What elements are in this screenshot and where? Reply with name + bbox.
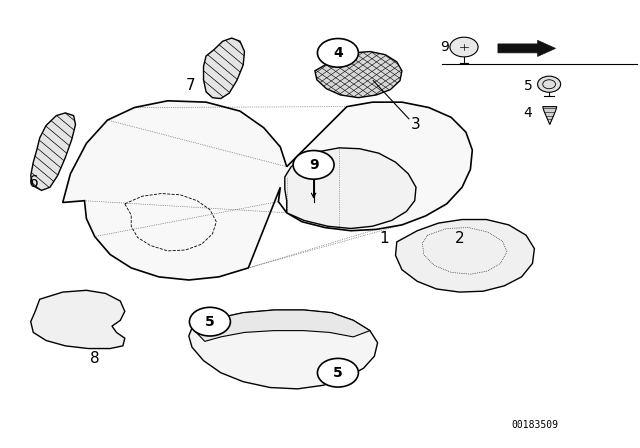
Text: 5: 5 <box>333 366 343 380</box>
Polygon shape <box>63 101 472 280</box>
Text: 00183509: 00183509 <box>511 420 558 430</box>
Polygon shape <box>31 113 76 190</box>
Polygon shape <box>285 148 416 228</box>
Text: 1: 1 <box>379 231 389 246</box>
Text: 9: 9 <box>440 40 449 54</box>
Polygon shape <box>204 38 244 99</box>
Circle shape <box>317 39 358 67</box>
Text: 6: 6 <box>28 175 38 190</box>
Polygon shape <box>498 40 556 56</box>
Text: 5: 5 <box>524 79 532 93</box>
Polygon shape <box>192 310 370 341</box>
Text: 2: 2 <box>454 231 465 246</box>
Text: 4: 4 <box>524 106 532 120</box>
Circle shape <box>317 358 358 387</box>
Polygon shape <box>315 52 402 98</box>
Text: 4: 4 <box>333 46 343 60</box>
Polygon shape <box>31 290 125 349</box>
Circle shape <box>293 151 334 179</box>
Circle shape <box>538 76 561 92</box>
Text: 9: 9 <box>308 158 319 172</box>
Text: 5: 5 <box>205 314 215 329</box>
Circle shape <box>450 37 478 57</box>
Polygon shape <box>543 107 557 125</box>
Text: 8: 8 <box>90 351 100 366</box>
Text: 7: 7 <box>186 78 196 93</box>
Text: 3: 3 <box>411 117 421 132</box>
Polygon shape <box>189 310 378 389</box>
Circle shape <box>189 307 230 336</box>
Polygon shape <box>396 220 534 292</box>
